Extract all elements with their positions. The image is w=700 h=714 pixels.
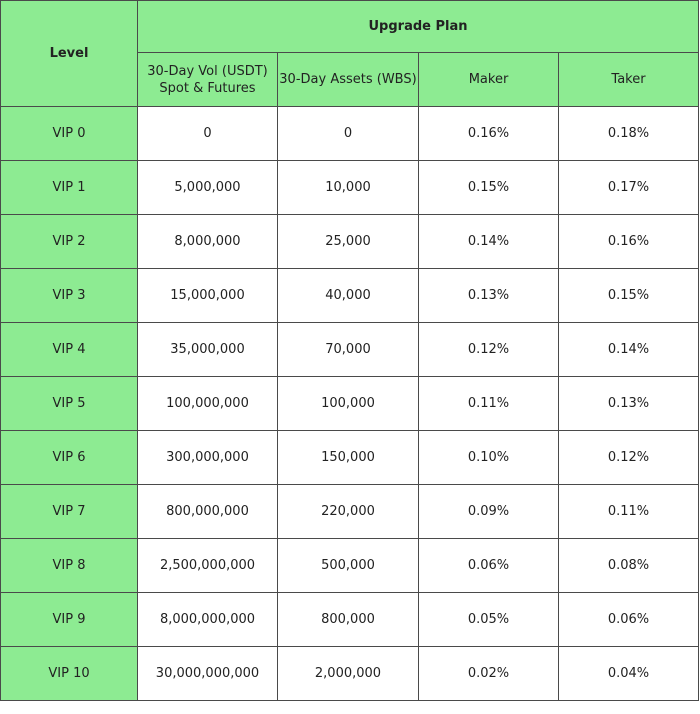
- volume-cell: 30,000,000,000: [137, 646, 278, 701]
- upgrade-plan-header: Upgrade Plan: [136, 0, 700, 53]
- assets-cell: 800,000: [277, 592, 419, 647]
- volume-cell: 35,000,000: [137, 322, 278, 377]
- level-cell: VIP 2: [0, 214, 138, 269]
- maker-fee-cell: 0.12%: [418, 322, 559, 377]
- volume-cell: 8,000,000: [137, 214, 278, 269]
- level-cell: VIP 8: [0, 538, 138, 593]
- taker-fee-cell: 0.18%: [557, 106, 700, 161]
- table-row: VIP 1 5,000,000 10,000 0.15% 0.17%: [0, 160, 700, 215]
- header-row-bottom: 30-Day Vol (USDT) Spot & Futures 30-Day …: [1, 52, 700, 107]
- table-row: VIP 2 8,000,000 25,000 0.14% 0.16%: [0, 214, 700, 269]
- maker-fee-cell: 0.14%: [418, 214, 559, 269]
- volume-header-line1: 30-Day Vol (USDT): [147, 63, 268, 79]
- assets-cell: 40,000: [277, 268, 419, 323]
- level-cell: VIP 5: [0, 376, 138, 431]
- volume-header: 30-Day Vol (USDT) Spot & Futures: [137, 52, 278, 107]
- maker-fee-cell: 0.11%: [418, 376, 559, 431]
- volume-cell: 2,500,000,000: [137, 538, 278, 593]
- assets-cell: 0: [277, 106, 419, 161]
- volume-header-line2: Spot & Futures: [159, 80, 256, 96]
- taker-fee-cell: 0.08%: [557, 538, 700, 593]
- assets-header: 30-Day Assets (WBS): [277, 52, 419, 107]
- assets-cell: 70,000: [277, 322, 419, 377]
- level-header: Level: [0, 0, 138, 107]
- level-cell: VIP 4: [0, 322, 138, 377]
- table-row: VIP 3 15,000,000 40,000 0.13% 0.15%: [0, 268, 700, 323]
- level-cell: VIP 10: [0, 646, 138, 701]
- maker-fee-cell: 0.06%: [418, 538, 559, 593]
- volume-cell: 15,000,000: [137, 268, 278, 323]
- volume-cell: 5,000,000: [137, 160, 278, 215]
- taker-fee-cell: 0.06%: [557, 592, 700, 647]
- maker-fee-cell: 0.13%: [418, 268, 559, 323]
- table-row: VIP 10 30,000,000,000 2,000,000 0.02% 0.04%: [0, 646, 700, 701]
- maker-fee-cell: 0.02%: [418, 646, 559, 701]
- taker-header: Taker: [557, 52, 700, 107]
- table-body: VIP 0 0 0 0.16% 0.18% VIP 1 5,000,000 10,000 0.1…: [0, 106, 700, 701]
- maker-fee-cell: 0.09%: [418, 484, 559, 539]
- assets-cell: 100,000: [277, 376, 419, 431]
- volume-cell: 8,000,000,000: [137, 592, 278, 647]
- header-row-top: Level Upgrade Plan: [0, 0, 700, 107]
- taker-fee-cell: 0.11%: [557, 484, 700, 539]
- table-row: VIP 0 0 0 0.16% 0.18%: [0, 106, 700, 161]
- level-cell: VIP 9: [0, 592, 138, 647]
- table-row: VIP 4 35,000,000 70,000 0.12% 0.14%: [0, 322, 700, 377]
- table-row: VIP 9 8,000,000,000 800,000 0.05% 0.06%: [0, 592, 700, 647]
- level-cell: VIP 3: [0, 268, 138, 323]
- taker-fee-cell: 0.13%: [557, 376, 700, 431]
- taker-fee-cell: 0.15%: [557, 268, 700, 323]
- assets-cell: 2,000,000: [277, 646, 419, 701]
- assets-cell: 25,000: [277, 214, 419, 269]
- table-row: VIP 8 2,500,000,000 500,000 0.06% 0.08%: [0, 538, 700, 593]
- maker-fee-cell: 0.05%: [418, 592, 559, 647]
- volume-cell: 100,000,000: [137, 376, 278, 431]
- level-cell: VIP 1: [0, 160, 138, 215]
- maker-fee-cell: 0.10%: [418, 430, 559, 485]
- assets-cell: 150,000: [277, 430, 419, 485]
- taker-fee-cell: 0.12%: [557, 430, 700, 485]
- taker-fee-cell: 0.04%: [557, 646, 700, 701]
- taker-fee-cell: 0.16%: [557, 214, 700, 269]
- level-cell: VIP 6: [0, 430, 138, 485]
- maker-fee-cell: 0.15%: [418, 160, 559, 215]
- table-row: VIP 7 800,000,000 220,000 0.09% 0.11%: [0, 484, 700, 539]
- assets-cell: 10,000: [277, 160, 419, 215]
- level-cell: VIP 7: [0, 484, 138, 539]
- assets-cell: 220,000: [277, 484, 419, 539]
- level-cell: VIP 0: [0, 106, 138, 161]
- assets-cell: 500,000: [277, 538, 419, 593]
- volume-cell: 0: [137, 106, 278, 161]
- taker-fee-cell: 0.17%: [557, 160, 700, 215]
- taker-fee-cell: 0.14%: [557, 322, 700, 377]
- maker-fee-cell: 0.16%: [418, 106, 559, 161]
- table-row: VIP 5 100,000,000 100,000 0.11% 0.13%: [0, 376, 700, 431]
- table-row: VIP 6 300,000,000 150,000 0.10% 0.12%: [0, 430, 700, 485]
- volume-cell: 800,000,000: [137, 484, 278, 539]
- table-header: Level Upgrade Plan 30-Day Vol (USDT) Spo…: [0, 0, 700, 107]
- volume-cell: 300,000,000: [137, 430, 278, 485]
- maker-header: Maker: [418, 52, 559, 107]
